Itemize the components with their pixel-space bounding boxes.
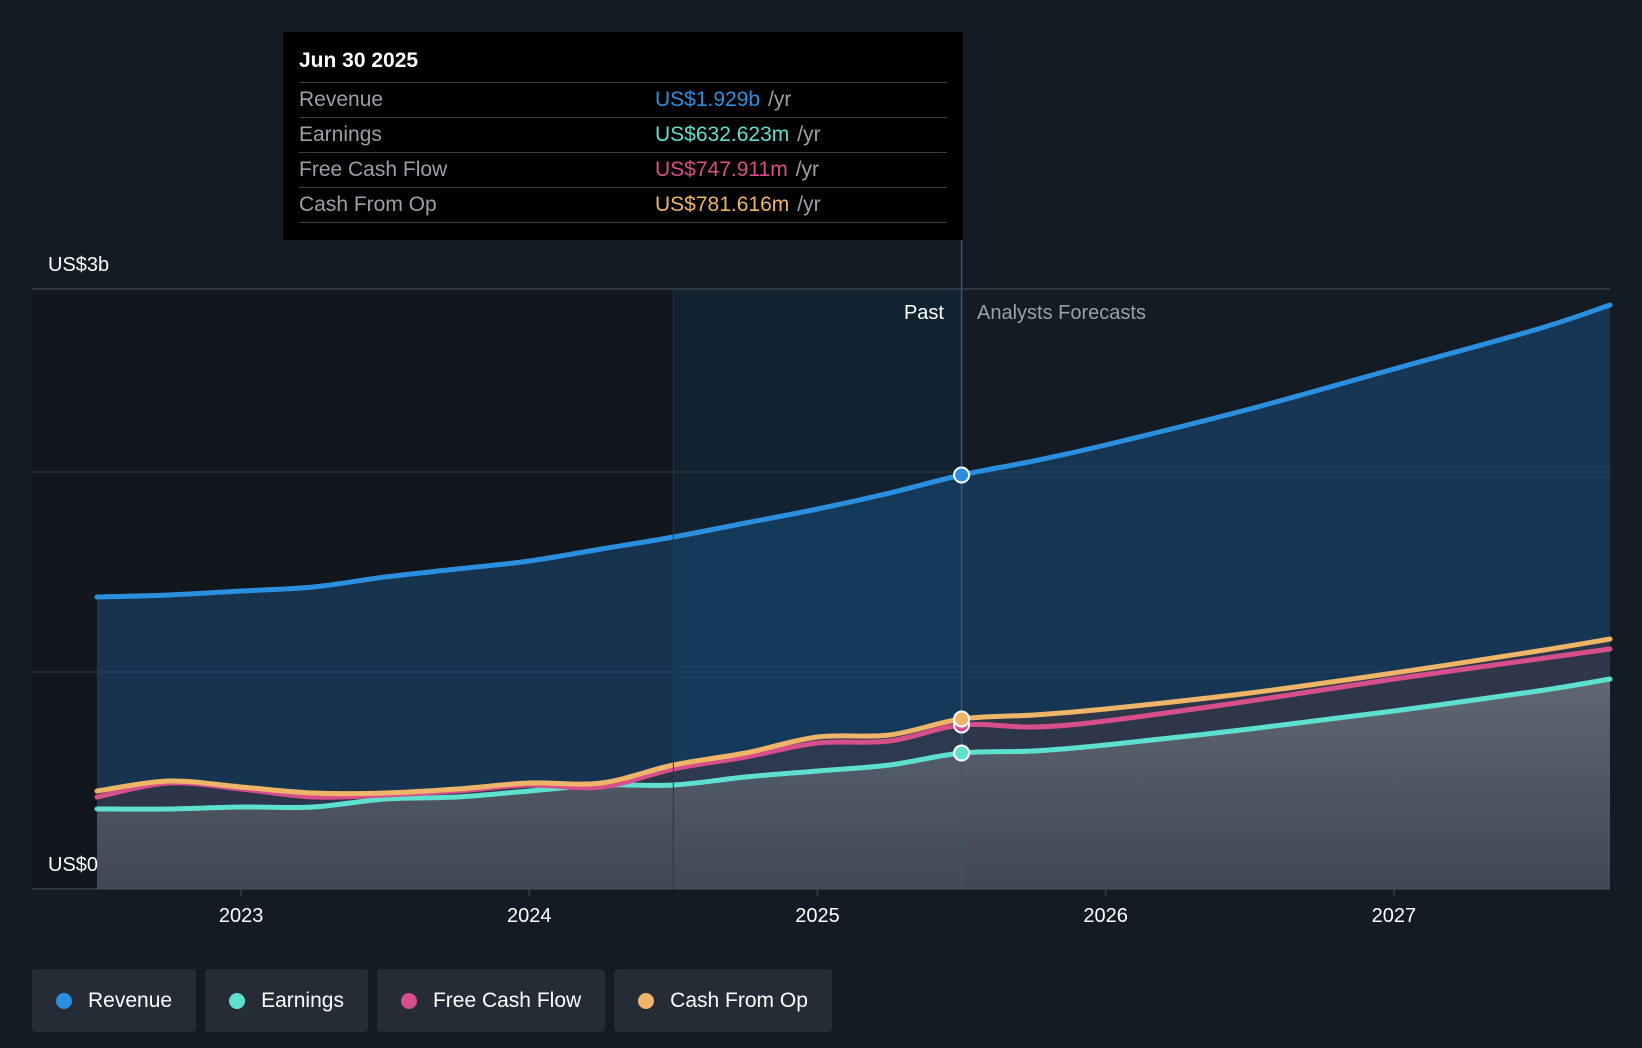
- legend: Revenue Earnings Free Cash Flow Cash From O…: [32, 969, 832, 1032]
- legend-label: Earnings: [261, 988, 344, 1012]
- line-earnings: [94, 676, 1613, 812]
- tooltip-value: US$1.929b: [655, 88, 761, 111]
- line-cash-from-op: [94, 636, 1613, 797]
- x-tick-label: 2023: [219, 905, 264, 927]
- tooltip-unit: /yr: [797, 123, 821, 146]
- legend-label: Cash From Op: [670, 988, 808, 1012]
- legend-item-cash-from-op[interactable]: Cash From Op: [614, 969, 832, 1032]
- marker-revenue: [953, 466, 971, 484]
- legend-item-earnings[interactable]: Earnings: [205, 969, 368, 1032]
- legend-label: Revenue: [88, 988, 173, 1012]
- x-tick-label: 2025: [795, 905, 840, 927]
- tooltip-value: US$747.911m: [655, 158, 788, 181]
- line-revenue: [94, 302, 1613, 600]
- x-tick-label: 2026: [1083, 905, 1128, 927]
- tooltip-row-revenue: Revenue US$1.929b/yr: [299, 82, 947, 117]
- tooltip: Jun 30 2025 Revenue US$1.929b/yr Earnings U…: [283, 32, 963, 240]
- legend-item-revenue[interactable]: Revenue: [32, 969, 197, 1032]
- tooltip-value: US$632.623m: [655, 123, 790, 146]
- tooltip-label: Cash From Op: [299, 193, 437, 216]
- legend-label: Free Cash Flow: [432, 988, 582, 1012]
- legend-dot-icon: [400, 992, 417, 1009]
- tooltip-value: US$781.616m: [655, 193, 790, 216]
- tooltip-row-cash-from-op: Cash From Op US$781.616m/yr: [299, 187, 947, 223]
- tooltip-unit: /yr: [768, 88, 792, 111]
- legend-dot-icon: [229, 992, 246, 1009]
- tooltip-label: Revenue: [299, 88, 384, 111]
- tooltip-row-free-cash-flow: Free Cash Flow US$747.911m/yr: [299, 152, 947, 187]
- tooltip-unit: /yr: [797, 193, 821, 216]
- legend-dot-icon: [638, 992, 655, 1009]
- past-label: Past: [904, 302, 944, 324]
- x-tick-label: 2027: [1372, 905, 1417, 927]
- tooltip-row-earnings: Earnings US$632.623m/yr: [299, 117, 947, 152]
- line-free-cash-flow: [94, 646, 1613, 800]
- tooltip-label: Earnings: [299, 123, 382, 146]
- analysts-forecasts-label: Analysts Forecasts: [977, 302, 1146, 324]
- legend-item-free-cash-flow[interactable]: Free Cash Flow: [376, 969, 606, 1032]
- tooltip-unit: /yr: [795, 158, 820, 181]
- legend-dot-icon: [56, 992, 72, 1009]
- x-tick-label: 2024: [507, 905, 552, 927]
- tooltip-date: Jun 30 2025: [299, 49, 419, 72]
- marker-earnings: [953, 744, 971, 762]
- y-axis-bottom-label: US$0: [48, 854, 98, 876]
- marker-cash-from-op: [953, 710, 971, 728]
- tooltip-label: Free Cash Flow: [299, 158, 448, 181]
- y-axis-top-label: US$3b: [48, 254, 109, 276]
